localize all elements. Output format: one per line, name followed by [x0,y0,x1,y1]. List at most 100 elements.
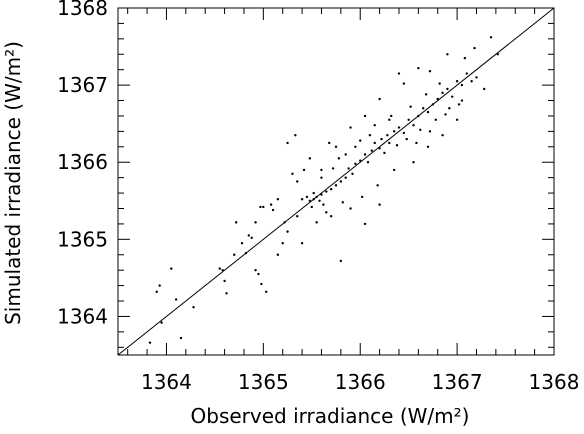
data-point [329,188,333,191]
data-point [312,191,315,195]
data-point [455,118,459,122]
data-point [174,298,178,301]
x-tick-label: 1367 [432,370,483,394]
data-point [373,124,376,127]
data-point [465,72,468,75]
data-point [235,221,238,224]
data-point [320,176,323,179]
data-point [286,230,289,233]
data-point [370,149,374,152]
reference-line [117,7,555,356]
data-point [470,80,473,83]
data-point [296,180,299,183]
data-point [325,211,328,214]
data-point [254,221,257,224]
data-point [489,36,493,39]
data-point [281,241,284,245]
data-point [349,207,352,210]
data-point [155,290,158,293]
data-point [363,153,367,156]
data-point [390,114,393,118]
data-point [457,103,461,106]
data-point [428,130,432,133]
data-point [380,137,383,141]
data-point [438,82,441,85]
data-point [225,292,228,295]
data-point [259,205,262,209]
data-point [376,184,379,187]
data-point [254,268,257,272]
data-point [233,253,236,256]
data-point [407,118,410,122]
data-point [417,66,420,70]
data-point [455,80,459,83]
data-point [250,236,253,239]
data-point [322,203,325,206]
data-point [392,168,396,172]
data-point [294,134,297,137]
x-tick-label: 1365 [238,370,289,394]
data-point [426,110,430,114]
data-point [257,272,260,276]
data-point [344,153,347,156]
data-point [310,205,313,209]
data-point [412,124,415,127]
data-point [460,83,464,87]
x-tick-label: 1366 [335,370,386,394]
data-point [328,141,331,145]
data-point [402,131,406,135]
data-point [388,118,391,122]
data-point [329,215,333,218]
data-point [475,76,478,79]
data-point [347,167,350,170]
x-axis-title: Observed irradiance (W/m²) [191,404,470,428]
data-point [473,46,476,50]
data-point [276,253,280,256]
data-point [354,145,357,148]
data-point [223,279,226,283]
data-point [359,139,362,142]
data-point [296,215,299,218]
data-point [446,53,449,56]
data-point [405,137,408,141]
data-point [383,151,386,155]
data-point [339,180,343,183]
data-point [363,114,367,118]
x-tick-label: 1368 [529,370,580,394]
data-point [378,97,381,101]
data-point [392,130,396,133]
data-point [341,201,344,204]
data-point [247,234,250,237]
data-points [148,36,500,344]
data-point [415,141,418,145]
data-point [397,126,401,129]
data-point [179,336,183,340]
data-point [160,321,163,324]
data-point [218,267,221,270]
data-point [424,93,428,96]
y-axis-title: Simulated irradiance (W/m²) [1,41,25,325]
data-point [448,107,451,110]
data-point [337,157,341,160]
data-point [373,141,376,145]
y-tick-label: 1366 [57,150,108,174]
data-point [271,208,275,212]
data-point [426,145,430,148]
data-point [446,87,449,91]
data-point [302,168,306,172]
data-point [276,198,280,201]
data-point [451,95,454,98]
data-point [262,205,265,209]
data-point [363,222,367,226]
data-point [419,128,422,132]
data-point [339,259,343,263]
data-point [344,176,347,179]
data-point [331,167,335,170]
y-tick-label: 1368 [57,0,108,20]
data-point [360,195,364,199]
data-point [422,107,425,110]
data-point [334,145,338,148]
data-point [320,168,323,172]
data-point [444,113,447,116]
